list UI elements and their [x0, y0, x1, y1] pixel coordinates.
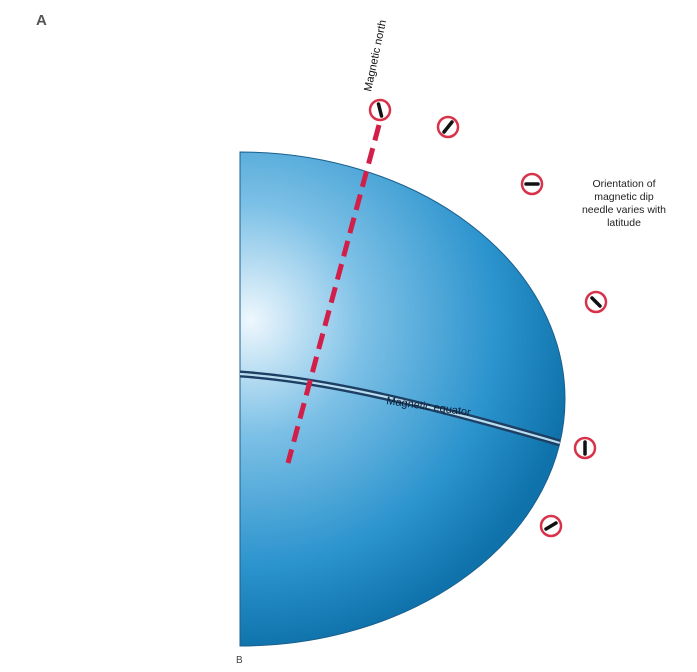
dip-needle-icon [520, 172, 544, 196]
magnetic-axis-line [285, 124, 382, 464]
magnetic-north-label: Magnetic north [362, 19, 389, 93]
dip-needle-caption: Orientation of magnetic dip needle varie… [581, 178, 667, 229]
panel-label-a: A [36, 12, 47, 29]
panel-label-b: B [236, 655, 243, 666]
dip-needle-icon [368, 98, 392, 122]
dip-needle-icon [539, 514, 563, 538]
magnetic-equator-line [240, 370, 561, 447]
dip-needle-icon [584, 290, 608, 314]
dip-needle-icon [436, 115, 460, 139]
dip-needle-icon [573, 436, 597, 460]
